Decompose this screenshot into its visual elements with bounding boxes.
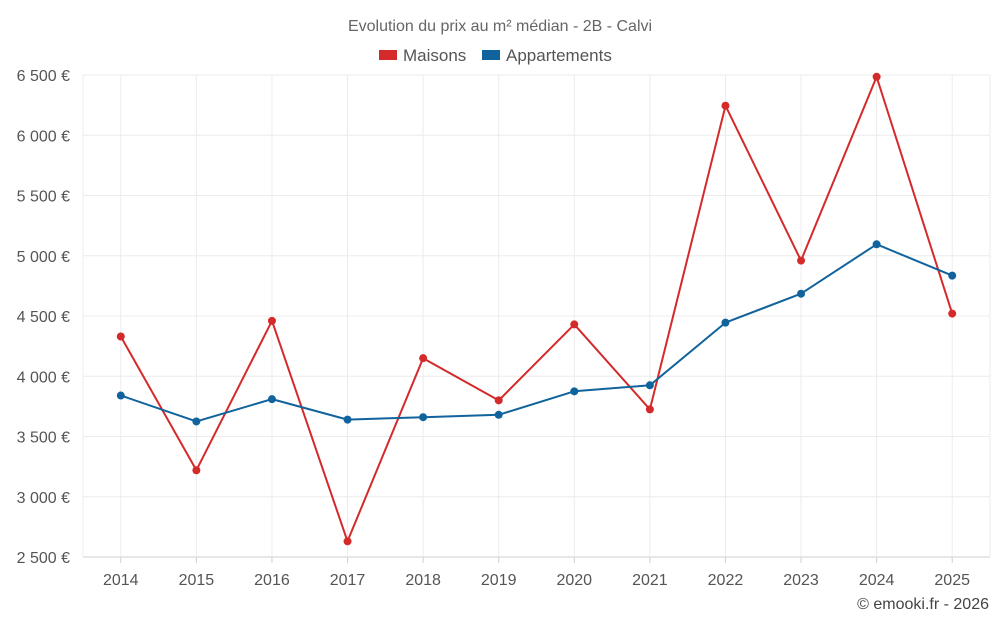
data-point-maisons[interactable] xyxy=(494,396,503,405)
y-tick-label: 6 500 € xyxy=(17,68,70,85)
x-tick-label: 2014 xyxy=(103,572,139,589)
y-tick-label: 3 500 € xyxy=(17,430,70,447)
x-tick-label: 2018 xyxy=(405,572,441,589)
data-point-maisons[interactable] xyxy=(419,354,428,363)
legend-swatch-maisons xyxy=(379,50,397,60)
data-point-appartements[interactable] xyxy=(116,391,125,400)
data-point-appartements[interactable] xyxy=(570,387,579,396)
data-point-maisons[interactable] xyxy=(570,320,579,329)
data-point-appartements[interactable] xyxy=(721,318,730,327)
data-point-appartements[interactable] xyxy=(419,413,428,422)
series xyxy=(116,72,957,546)
series-line-maisons xyxy=(119,75,954,543)
series-appartements xyxy=(116,240,957,426)
data-point-maisons[interactable] xyxy=(192,466,201,475)
x-tick-label: 2025 xyxy=(934,572,970,589)
data-point-appartements[interactable] xyxy=(872,240,881,249)
series-line-appartements xyxy=(120,243,953,423)
data-point-maisons[interactable] xyxy=(797,256,806,265)
y-tick-label: 2 500 € xyxy=(17,550,70,567)
credit-text: © emooki.fr - 2026 xyxy=(857,596,989,613)
data-point-appartements[interactable] xyxy=(343,415,352,424)
legend-label-maisons: Maisons xyxy=(403,46,466,65)
x-axis: 2014 2015 2016 2017 2018 2019 2020 2021 2022 2023… xyxy=(103,557,970,589)
y-axis: 2 500 € 3 000 € 3 500 € 4 000 € 4 500 € 5 000… xyxy=(17,68,70,567)
data-point-maisons[interactable] xyxy=(872,72,881,81)
data-point-appartements[interactable] xyxy=(267,395,276,404)
y-tick-label: 6 000 € xyxy=(17,128,70,145)
legend-label-appartements: Appartements xyxy=(506,46,612,65)
x-tick-label: 2015 xyxy=(179,572,215,589)
y-tick-label: 5 500 € xyxy=(17,189,70,206)
x-tick-label: 2022 xyxy=(708,572,744,589)
chart-title: Evolution du prix au m² médian - 2B - Ca… xyxy=(348,18,652,35)
legend: Maisons Appartements xyxy=(379,46,612,65)
y-tick-label: 5 000 € xyxy=(17,249,70,266)
x-tick-label: 2021 xyxy=(632,572,668,589)
y-tick-label: 3 000 € xyxy=(17,490,70,507)
data-point-appartements[interactable] xyxy=(948,271,957,280)
series-maisons xyxy=(116,72,957,546)
x-tick-label: 2024 xyxy=(859,572,895,589)
data-point-appartements[interactable] xyxy=(494,410,503,419)
data-point-maisons[interactable] xyxy=(267,316,276,325)
data-point-maisons[interactable] xyxy=(343,537,352,546)
legend-swatch-appartements xyxy=(482,50,500,60)
x-tick-label: 2019 xyxy=(481,572,517,589)
x-tick-label: 2020 xyxy=(556,572,592,589)
legend-item-appartements[interactable]: Appartements xyxy=(482,46,612,65)
data-point-appartements[interactable] xyxy=(645,381,654,390)
x-tick-label: 2016 xyxy=(254,572,290,589)
data-point-appartements[interactable] xyxy=(192,417,201,426)
data-point-maisons[interactable] xyxy=(948,309,957,318)
x-tick-label: 2023 xyxy=(783,572,819,589)
y-tick-label: 4 000 € xyxy=(17,369,70,386)
y-tick-label: 4 500 € xyxy=(17,309,70,326)
legend-item-maisons[interactable]: Maisons xyxy=(379,46,466,65)
data-point-appartements[interactable] xyxy=(797,289,806,298)
data-point-maisons[interactable] xyxy=(645,405,654,414)
grid xyxy=(82,74,991,558)
data-point-maisons[interactable] xyxy=(116,332,125,341)
x-tick-label: 2017 xyxy=(330,572,366,589)
data-point-maisons[interactable] xyxy=(721,101,730,110)
